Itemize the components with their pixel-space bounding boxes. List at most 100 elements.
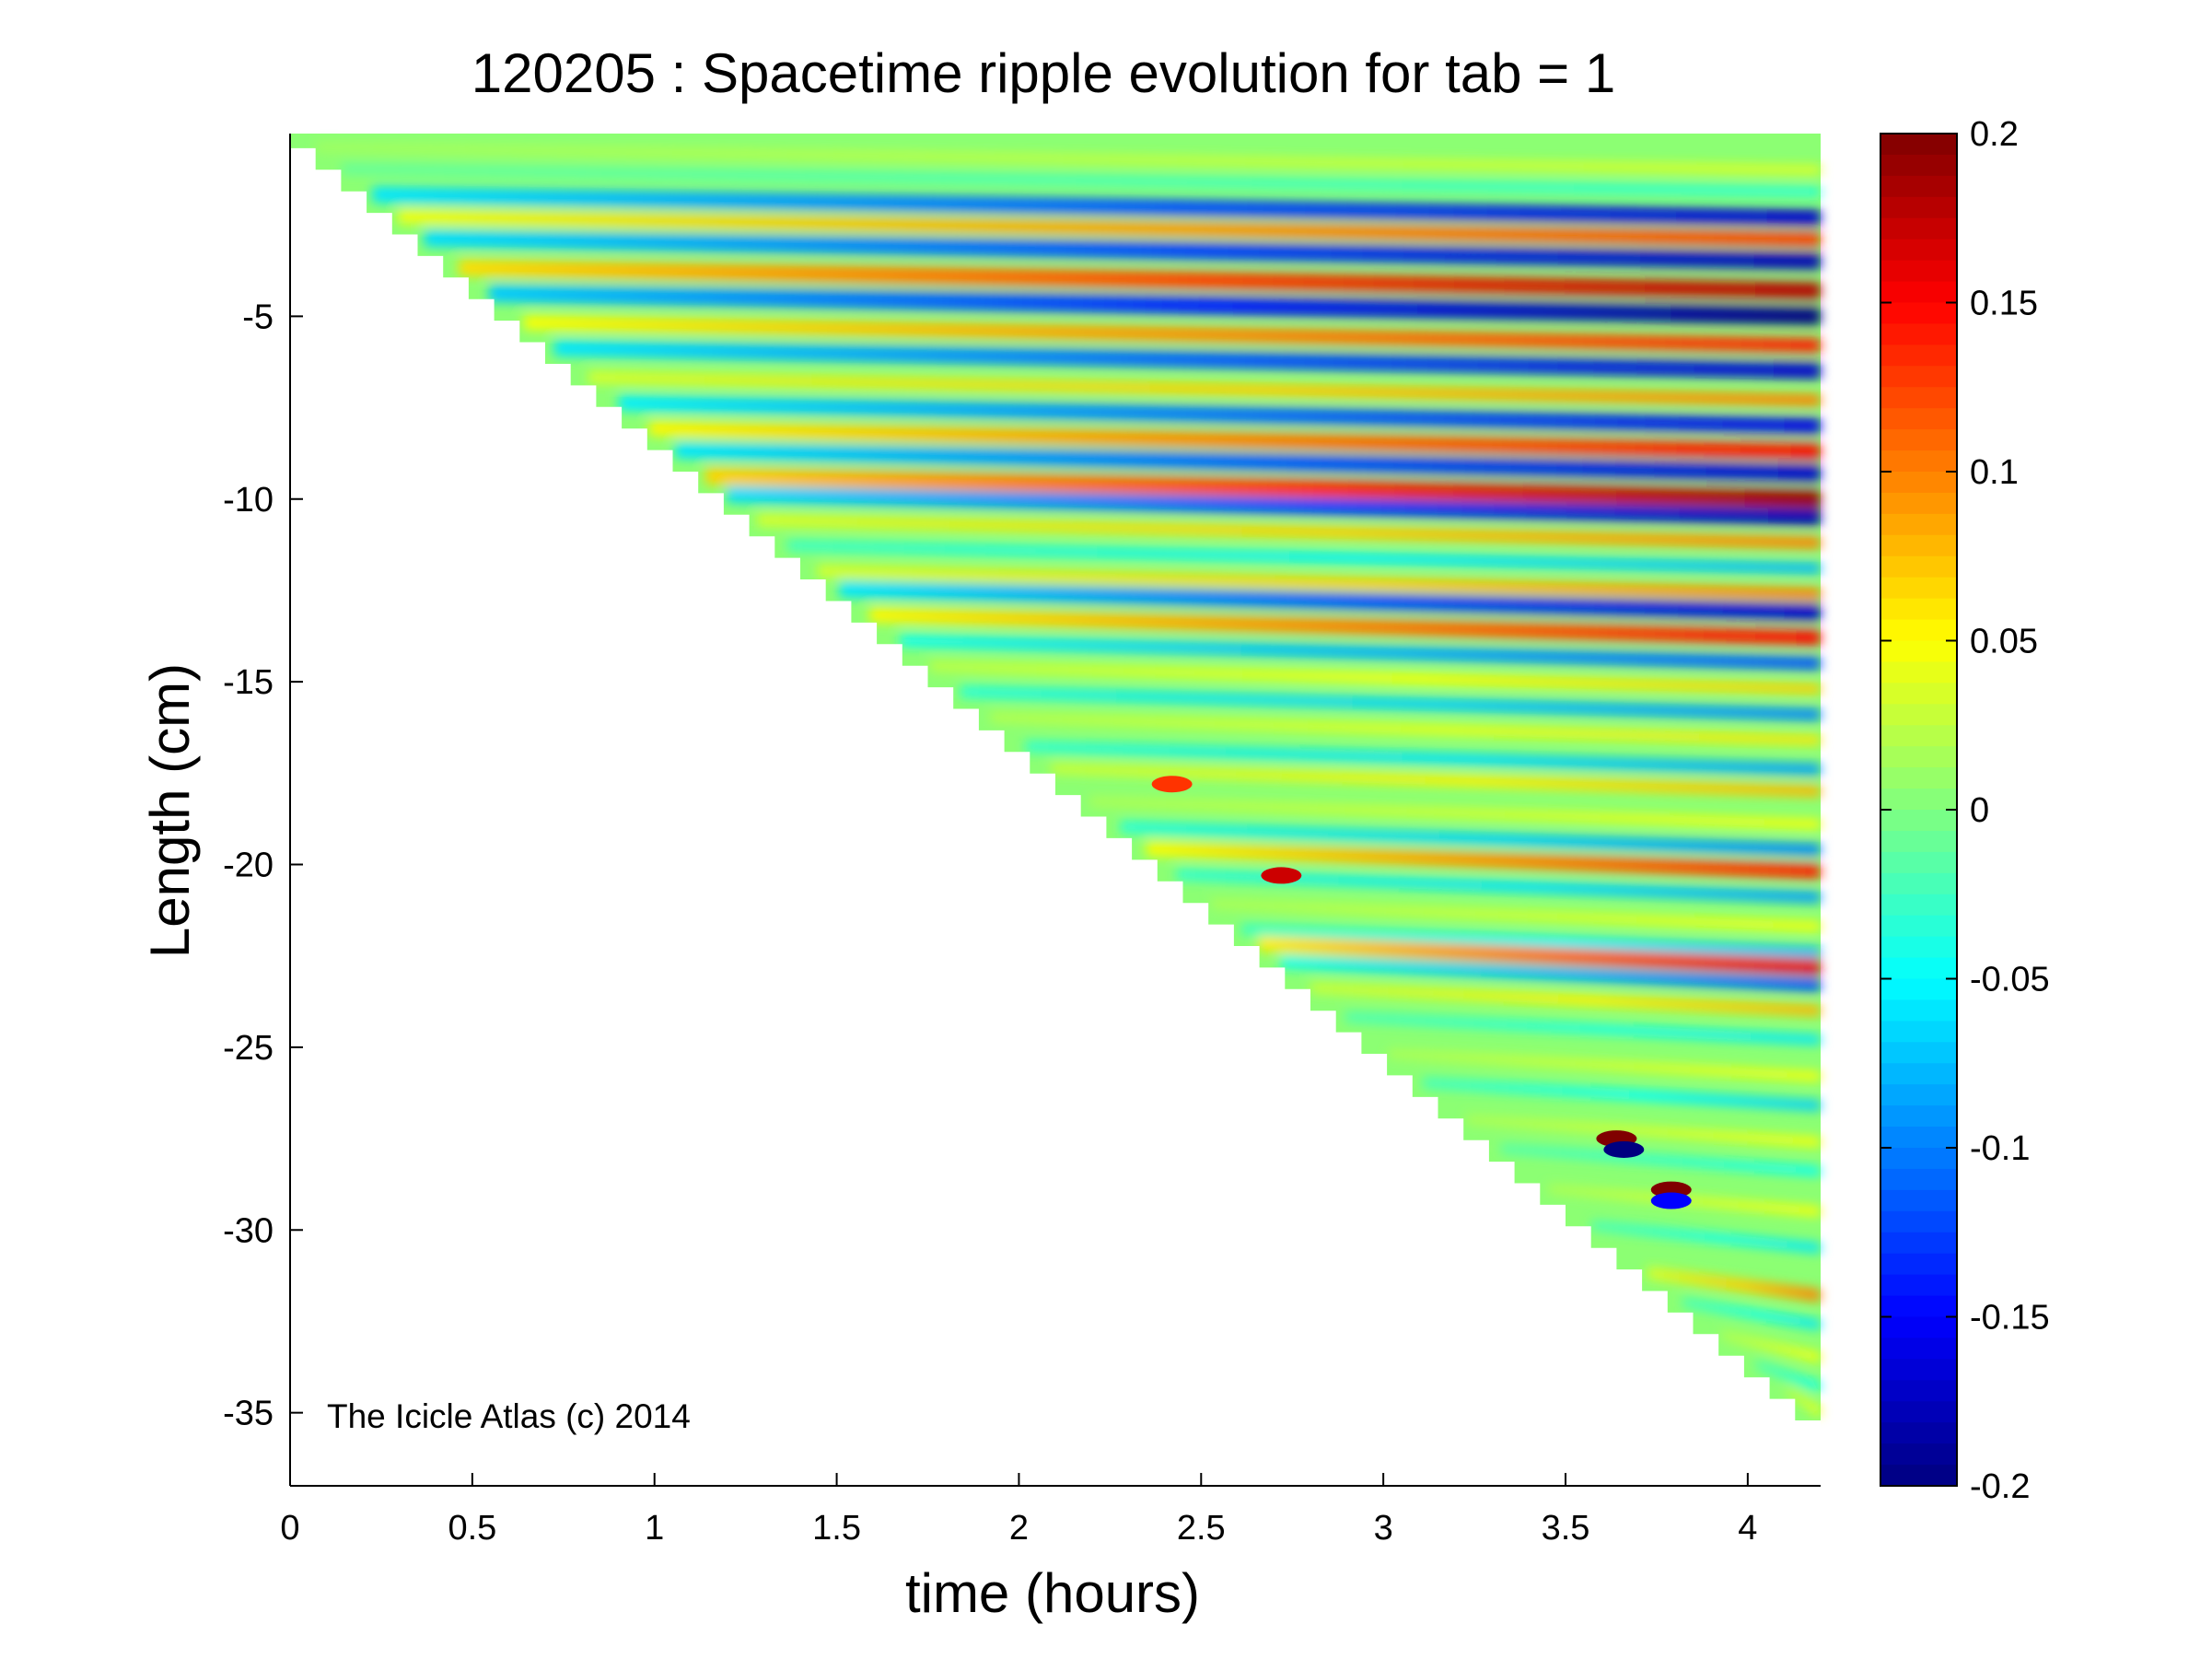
colorbar-segment <box>1880 239 1957 262</box>
colorbar-segment <box>1880 513 1957 536</box>
colorbar-segment <box>1880 1316 1957 1339</box>
ripple-band <box>372 186 1822 226</box>
colorbar-segment <box>1880 1274 1957 1297</box>
x-axis-label: time (hours) <box>905 1562 1200 1624</box>
ripple-band <box>869 607 1821 646</box>
y-ticks: -5 -10 -15 -20 -25 -30 -35 <box>223 298 303 1433</box>
y-tick-label: -5 <box>242 298 274 336</box>
colorbar-segment <box>1880 640 1957 663</box>
ripple-band <box>316 142 1822 175</box>
y-tick-label: -35 <box>223 1395 274 1433</box>
ripple-band <box>1388 1048 1821 1081</box>
ripple-band <box>1146 841 1821 880</box>
colorbar-segment <box>1880 1422 1957 1444</box>
ripple-band <box>1466 1115 1821 1148</box>
ripple-band <box>1240 923 1821 958</box>
ripple-band <box>786 540 1821 575</box>
colorbar-segment <box>1880 1232 1957 1255</box>
x-tick-label: 2 <box>1009 1509 1029 1548</box>
colorbar-segment <box>1880 1189 1957 1212</box>
ripple-band <box>1310 982 1821 1017</box>
heatmap-spot <box>1603 1140 1645 1158</box>
colorbar-segment <box>1880 1063 1957 1085</box>
ripple-band <box>459 259 1821 299</box>
y-tick-label: -10 <box>223 481 274 520</box>
colorbar-segment <box>1880 978 1957 1001</box>
y-tick-label: -15 <box>223 663 274 702</box>
ripple-band <box>1755 1359 1821 1392</box>
colorbar-segment <box>1880 999 1957 1022</box>
colorbar-segment <box>1880 936 1957 959</box>
colorbar-segment <box>1880 1295 1957 1318</box>
colorbar-segment <box>1880 746 1957 768</box>
colorbar-segment <box>1880 429 1957 451</box>
ripple-band <box>1258 936 1821 975</box>
colorbar-segment <box>1880 175 1957 198</box>
x-tick-label: 3 <box>1374 1509 1393 1548</box>
ripple-band <box>929 660 1821 695</box>
heatmap-spot <box>1151 776 1193 793</box>
colorbar-segment <box>1880 1210 1957 1233</box>
colorbar-segment <box>1880 1401 1957 1423</box>
ripple-band <box>1500 1143 1821 1176</box>
colorbar-segment <box>1880 217 1957 240</box>
x-tick-label: 1.5 <box>812 1509 861 1548</box>
colorbar-segment <box>1880 1021 1957 1043</box>
ripple-band <box>523 315 1822 353</box>
colorbar-segment <box>1880 1105 1957 1127</box>
ripple-band <box>1051 763 1821 798</box>
heatmap-spot <box>1261 867 1302 884</box>
x-ticks: 0 0.5 1 1.5 2 2.5 3 3.5 4 <box>280 1473 1757 1548</box>
colorbar-segment <box>1880 555 1957 578</box>
colorbar-segment <box>1880 154 1957 177</box>
colorbar-segment <box>1880 957 1957 980</box>
ripple-band <box>424 229 1821 270</box>
x-tick-label: 1 <box>645 1509 664 1548</box>
colorbar-segment <box>1880 767 1957 789</box>
ripple-band <box>1786 1384 1821 1418</box>
colorbar-ticks: 0.2 0.15 0.1 0.05 0 -0.05 -0.1 -0.15 -0.2 <box>1880 115 2050 1506</box>
colorbar-tick-label: 0.15 <box>1970 285 2038 323</box>
ripple-band <box>648 421 1821 460</box>
ripple-band <box>817 565 1821 601</box>
colorbar-segment <box>1880 134 1957 156</box>
ripple-band <box>1280 955 1821 992</box>
colorbar-segment <box>1880 1042 1957 1064</box>
ripple-band <box>398 209 1821 247</box>
colorbar-segment <box>1880 387 1957 409</box>
colorbar-segment <box>1880 281 1957 304</box>
ripple-band <box>899 634 1821 671</box>
y-axis-label: Length (cm) <box>139 663 201 958</box>
ripple-band <box>757 513 1822 549</box>
y-tick-label: -20 <box>223 847 274 885</box>
colorbar-segment <box>1880 704 1957 726</box>
ripple-band <box>1176 869 1821 904</box>
ripple-band <box>839 581 1822 621</box>
heatmap-spot <box>1650 1192 1692 1209</box>
colorbar-segment <box>1880 323 1957 345</box>
colorbar-segment <box>1880 260 1957 283</box>
plot-area: 0 0.5 1 1.5 2 2.5 3 3.5 4 -5 -10 -15 -20 -25 -30 -35 <box>223 134 1822 1548</box>
ripple-band <box>1025 741 1821 776</box>
x-tick-label: 3.5 <box>1542 1509 1590 1548</box>
y-tick-label: -25 <box>223 1029 274 1068</box>
colorbar-segment <box>1880 683 1957 705</box>
ripple-band <box>704 467 1821 508</box>
colorbar-segment <box>1880 619 1957 642</box>
colorbar-segment <box>1880 872 1957 895</box>
colorbar-tick-label: -0.05 <box>1970 961 2050 999</box>
colorbar-segment <box>1880 302 1957 325</box>
colorbar-tick-label: 0.2 <box>1970 115 2019 154</box>
colorbar-segment <box>1880 1253 1957 1276</box>
ripple-band <box>488 284 1822 325</box>
colorbar-segment <box>1880 534 1957 557</box>
colorbar-segment <box>1880 1380 1957 1402</box>
ripple-band <box>960 685 1821 721</box>
ripple-band <box>588 371 1821 407</box>
colorbar-segment <box>1880 472 1957 494</box>
ripple-band <box>727 485 1821 526</box>
colorbar-tick-label: 0.1 <box>1970 453 2019 492</box>
x-tick-label: 0 <box>280 1509 299 1548</box>
colorbar-segment <box>1880 345 1957 367</box>
